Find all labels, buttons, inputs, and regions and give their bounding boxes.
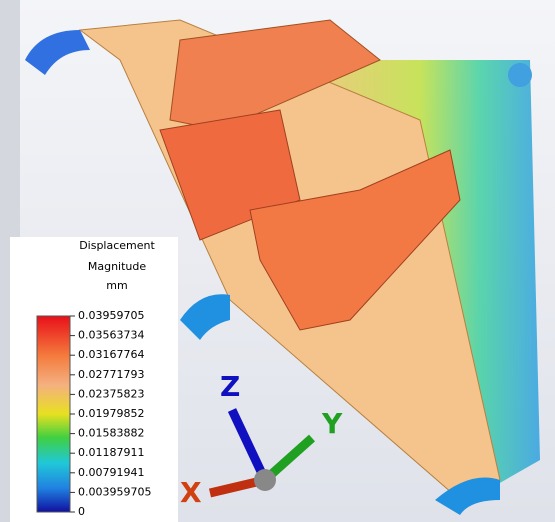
legend-tick-label: 0.03563734 bbox=[78, 329, 144, 342]
legend: Displacement Magnitude mm 0.03959705 0.03563… bbox=[10, 237, 178, 522]
legend-tick-label: 0.003959705 bbox=[78, 485, 151, 498]
origin bbox=[254, 469, 276, 491]
model-view: Z Y X Displacement Magnitude mm 0.03959705 0… bbox=[0, 0, 555, 522]
y-label: Y bbox=[321, 407, 343, 440]
legend-tick-label: 0.01979852 bbox=[78, 407, 144, 420]
legend-tick-label: 0.01187911 bbox=[78, 446, 144, 459]
legend-tick-label: 0.03167764 bbox=[78, 348, 144, 361]
x-label: X bbox=[180, 476, 202, 509]
legend-tick-label: 0 bbox=[78, 505, 85, 518]
legend-tick-label: 0.03959705 bbox=[78, 309, 144, 322]
legend-title: Displacement bbox=[79, 239, 155, 252]
legend-tick-label: 0.02771793 bbox=[78, 368, 144, 381]
z-label: Z bbox=[220, 370, 240, 403]
legend-tick-label: 0.01583882 bbox=[78, 427, 144, 440]
legend-title: Magnitude bbox=[88, 260, 147, 273]
legend-tick-label: 0.02375823 bbox=[78, 387, 144, 400]
viewport: Z Y X Displacement Magnitude mm 0.03959705 0… bbox=[0, 0, 555, 522]
color-bar bbox=[37, 316, 70, 512]
legend-title: mm bbox=[106, 279, 127, 292]
hub bbox=[508, 63, 532, 87]
legend-tick-label: 0.00791941 bbox=[78, 466, 144, 479]
